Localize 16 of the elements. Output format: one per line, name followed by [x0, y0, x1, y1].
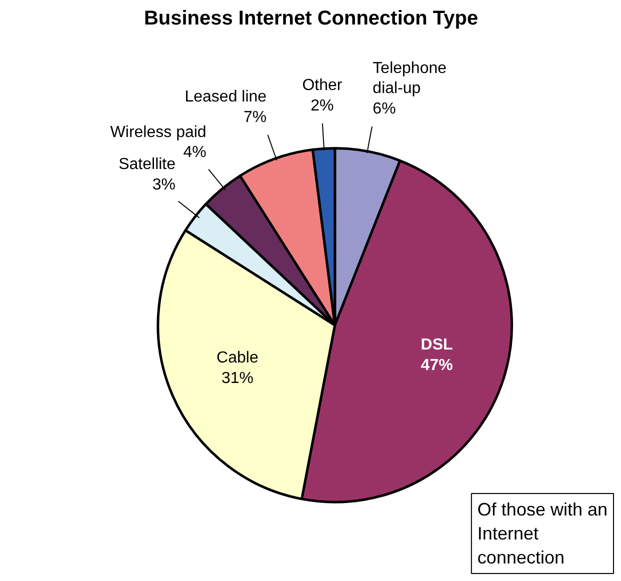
data-label: 31%	[221, 370, 254, 387]
data-label: 3%	[152, 176, 176, 194]
slice-label: Wireless paid	[110, 124, 206, 141]
slice-label: DSL	[420, 336, 454, 354]
slice-label: Telephone dial-up	[372, 60, 447, 98]
slice-label: Cable	[216, 349, 258, 366]
data-label: 47%	[420, 357, 453, 374]
slice-label: Satellite	[118, 156, 176, 174]
text: Of those with an Internet connection	[477, 500, 608, 568]
data-label: 7%	[243, 109, 267, 126]
data-label: 6%	[372, 100, 396, 118]
chart-title: Business Internet Connection Type	[144, 8, 478, 30]
slice-label: Other	[302, 76, 343, 94]
data-label: 4%	[183, 144, 206, 162]
data-label: 2%	[310, 97, 334, 114]
slice-label: Leased line	[184, 88, 267, 106]
